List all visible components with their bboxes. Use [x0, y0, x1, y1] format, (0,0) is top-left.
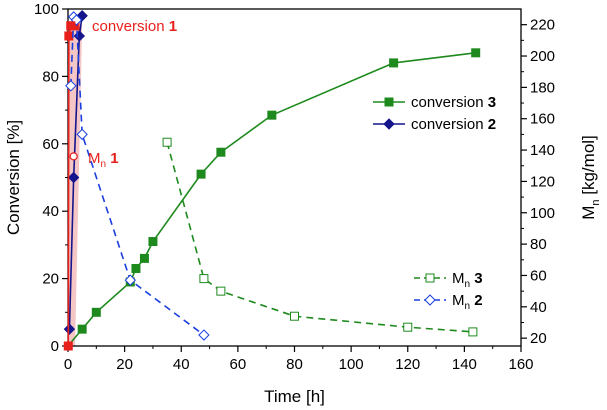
- y-right-tick-label: 120: [530, 173, 555, 190]
- y-right-tick-label: 200: [530, 48, 555, 65]
- series-mn1: [69, 152, 78, 161]
- y-left-tick-label: 40: [42, 203, 59, 220]
- x-tick-label: 140: [452, 356, 477, 373]
- series-conv3: [67, 48, 481, 347]
- axis-titles: Time [h] Conversion [%] Mn [kg/mol]: [4, 120, 602, 406]
- point-mn3: [403, 322, 413, 332]
- series-layer: [63, 10, 481, 351]
- y-right-tick-label: 160: [530, 111, 555, 128]
- point-mn3: [162, 137, 172, 147]
- y-left-axis-title: Conversion [%]: [4, 120, 23, 235]
- point-conv3: [77, 324, 87, 334]
- legend-label-mn2: Mn 2: [452, 292, 483, 312]
- y-left-tick-label: 60: [42, 136, 59, 153]
- point-mn2: [65, 80, 77, 92]
- y-right-tick-label: 140: [530, 142, 555, 159]
- y-left-tick-label: 80: [42, 68, 59, 85]
- annotation-mn-1: Mn 1: [88, 150, 119, 170]
- x-tick-label: 80: [286, 356, 303, 373]
- legend-conversion: conversion 3 conversion 2: [373, 94, 496, 133]
- legend-marker-conv2: [383, 118, 395, 130]
- point-conv3: [196, 169, 206, 179]
- x-tick-label: 40: [173, 356, 190, 373]
- line-mn2: [70, 14, 205, 336]
- line-conv2: [68, 15, 83, 330]
- line-mn3: [166, 142, 473, 333]
- x-tick-label: 120: [395, 356, 420, 373]
- point-mn2: [124, 274, 136, 286]
- point-conv1: [63, 341, 73, 351]
- x-axis-title: Time [h]: [264, 387, 325, 406]
- point-mn1: [69, 152, 78, 161]
- point-conv3: [131, 263, 141, 273]
- point-conv2: [63, 323, 76, 335]
- point-conv3: [91, 307, 101, 317]
- y-left-tick-label: 20: [42, 271, 59, 288]
- y-left-tick-label: 0: [51, 338, 59, 355]
- legend-label-conv3: conversion 3: [411, 94, 496, 111]
- axis-ticks: 0 20 40 60 80 100 120 140 160 0 20 40 60 80 100 20 40 60 8…: [34, 1, 555, 373]
- point-mn2: [76, 128, 88, 141]
- legend-marker-conv3: [384, 97, 394, 107]
- legend-marker-mn3: [425, 273, 435, 283]
- point-conv3: [471, 48, 481, 58]
- y-right-tick-label: 20: [530, 330, 547, 347]
- x-tick-label: 0: [64, 356, 72, 373]
- y-left-tick-label: 100: [34, 1, 59, 18]
- annotation-conversion-1: conversion 1: [92, 18, 177, 35]
- point-conv3: [216, 147, 226, 157]
- point-mn3: [290, 311, 299, 321]
- point-conv1: [64, 31, 74, 41]
- x-tick-label: 100: [339, 356, 364, 373]
- point-mn2: [198, 329, 210, 341]
- point-mn3: [468, 327, 478, 337]
- point-conv2: [67, 171, 80, 184]
- point-mn3: [199, 274, 209, 284]
- point-conv3: [148, 237, 158, 247]
- x-tick-label: 20: [116, 356, 133, 373]
- y-right-tick-label: 60: [530, 267, 547, 284]
- legend-marker-mn2: [424, 294, 436, 306]
- series-mn3: [162, 137, 478, 337]
- y-right-tick-label: 40: [530, 299, 547, 316]
- point-conv3: [139, 253, 149, 263]
- point-conv3: [389, 58, 399, 68]
- x-tick-label: 160: [508, 356, 533, 373]
- series-mn2: [65, 11, 210, 341]
- y-right-tick-label: 80: [530, 236, 547, 253]
- y-right-tick-label: 100: [530, 205, 555, 222]
- y-right-tick-label: 180: [530, 79, 555, 96]
- y-right-axis-title: Mn [kg/mol]: [579, 135, 602, 220]
- y-right-tick-label: 220: [530, 17, 555, 34]
- annotations: conversion 1 Mn 1: [66, 18, 177, 170]
- x-tick-label: 60: [230, 356, 247, 373]
- legend: conversion 3 conversion 2 Mn 3Mn 2: [373, 94, 496, 312]
- legend-label-conv2: conversion 2: [411, 116, 496, 133]
- point-mn3: [216, 286, 226, 296]
- legend-mn: Mn 3Mn 2: [414, 270, 483, 312]
- annotation-marker-conv1: [66, 21, 76, 31]
- legend-label-mn3: Mn 3: [452, 270, 483, 290]
- point-conv3: [267, 110, 277, 120]
